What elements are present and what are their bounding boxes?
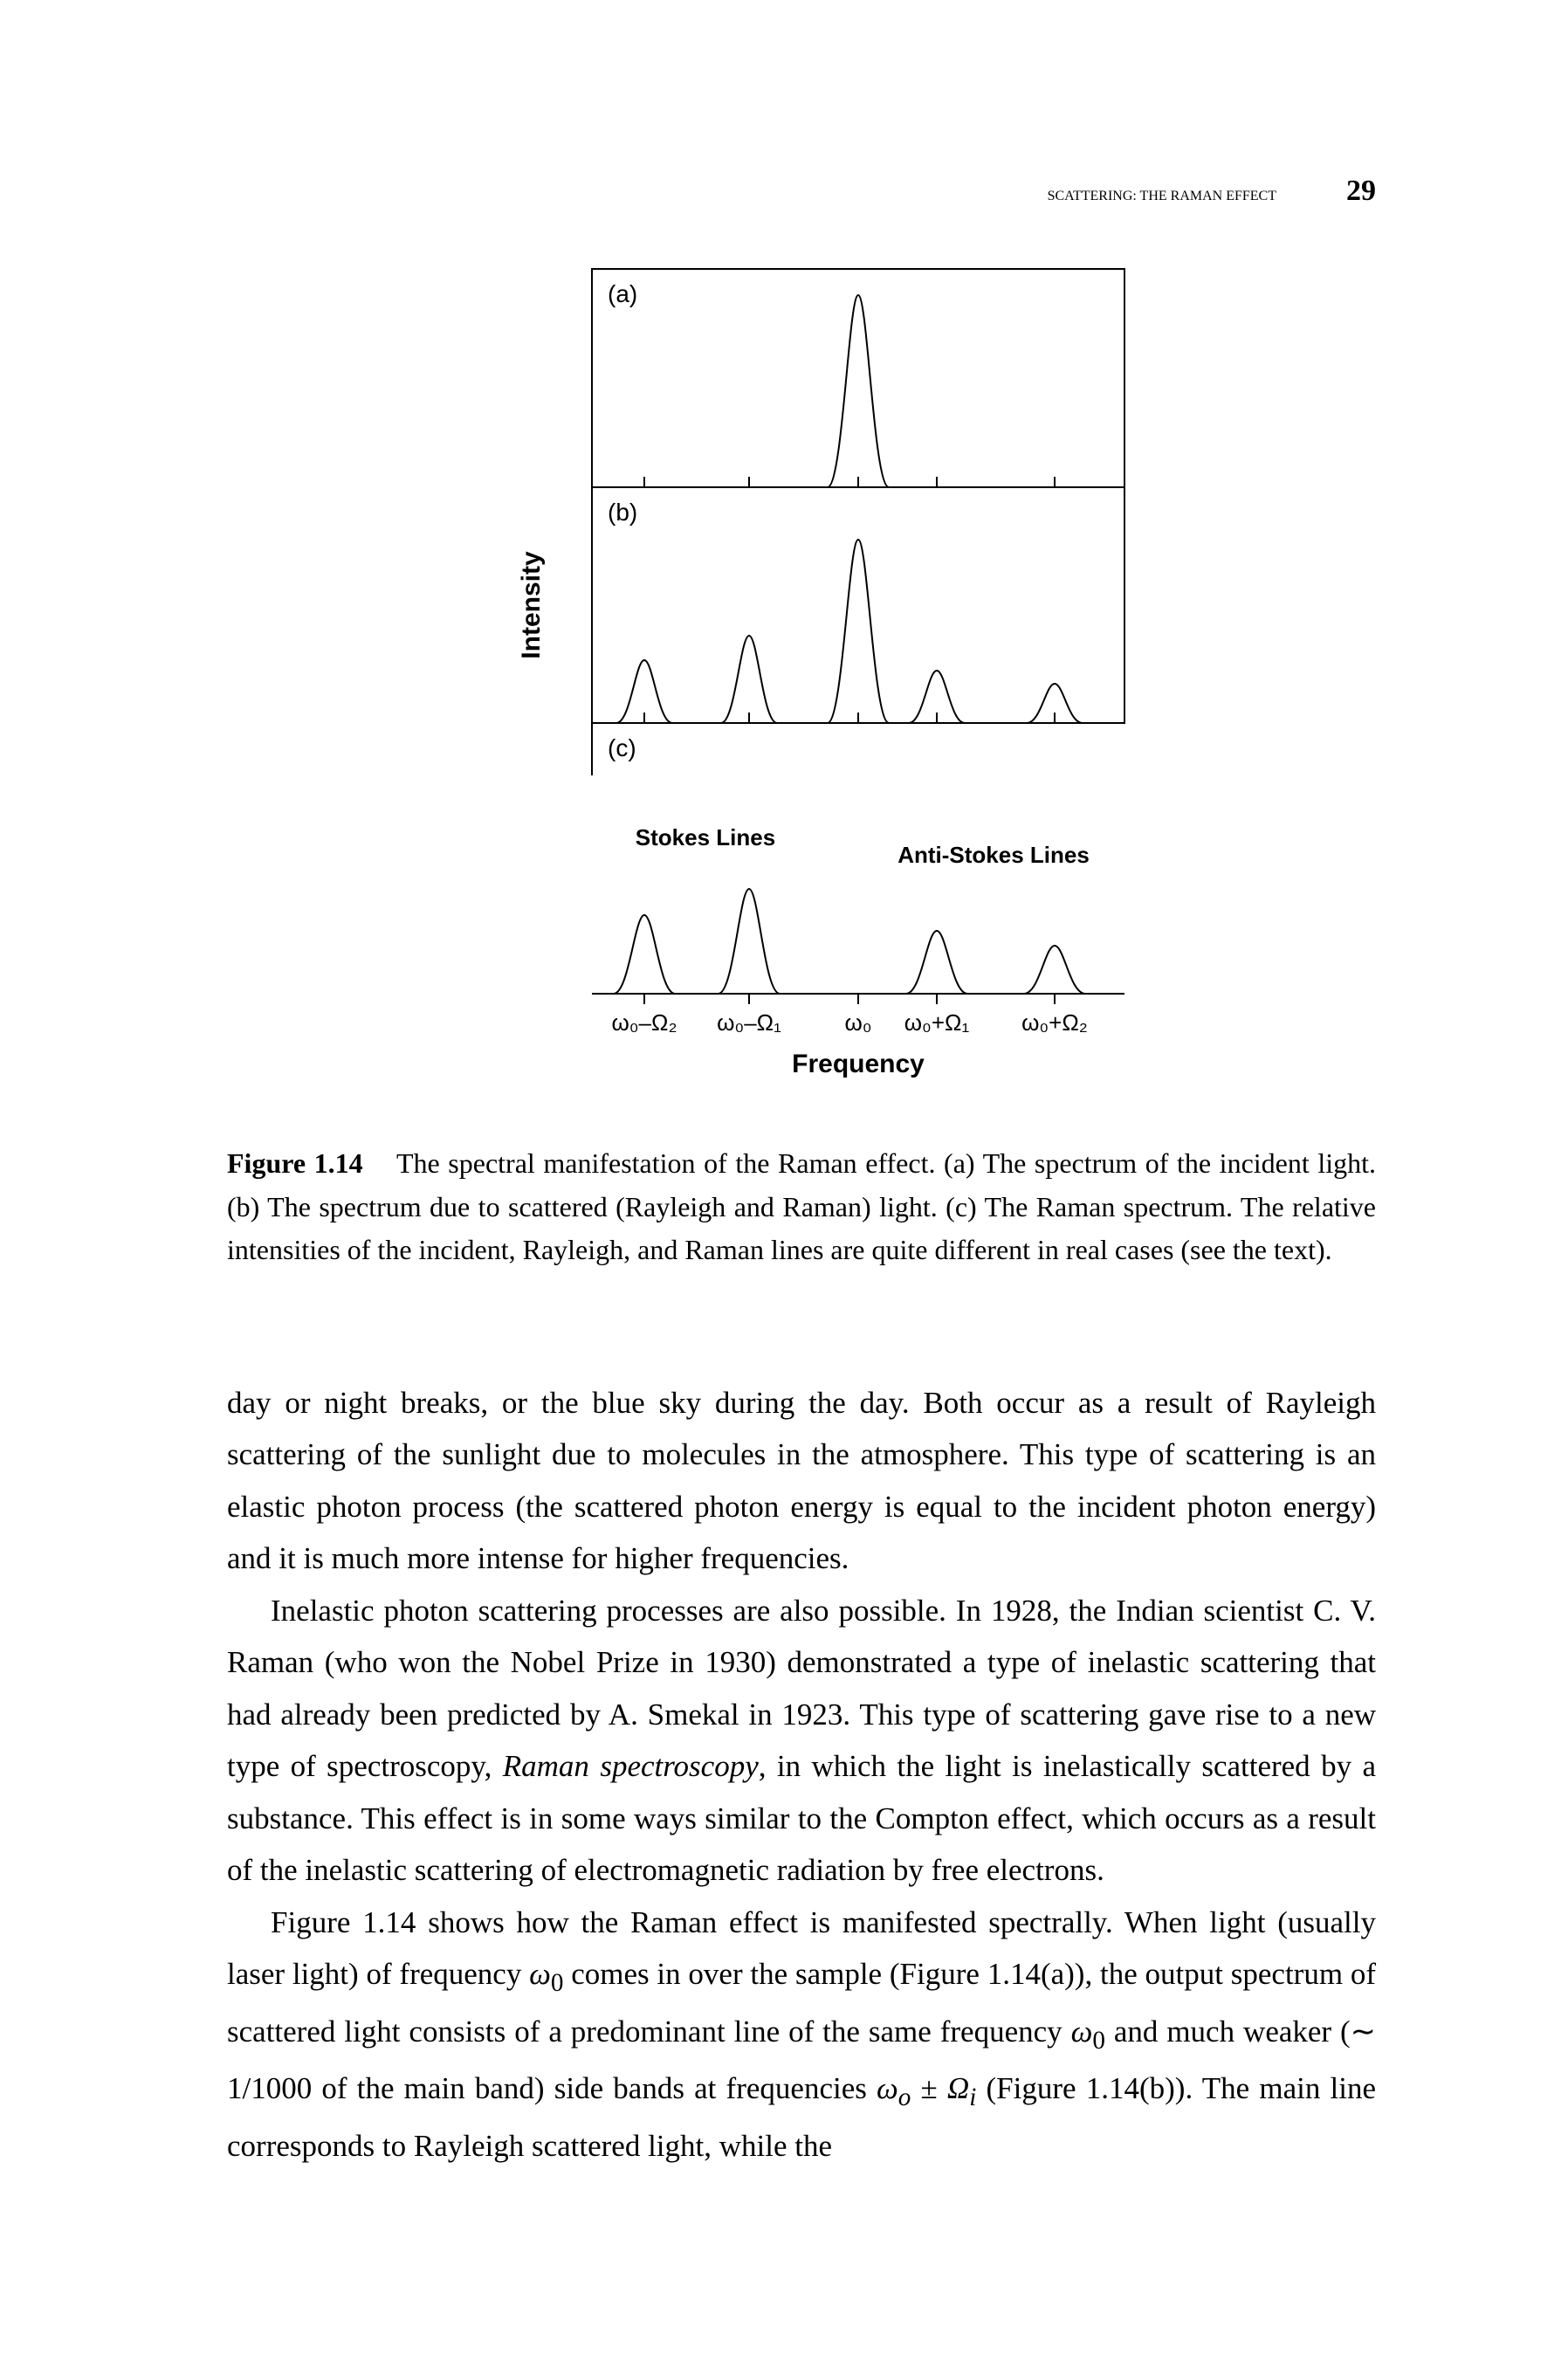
symbol-Omega: Ω	[947, 2071, 969, 2105]
symbol-omega: ω	[529, 1957, 551, 1991]
page-number: 29	[1346, 175, 1376, 208]
running-head: SCATTERING: THE RAMAN EFFECT	[1048, 189, 1276, 204]
svg-text:ω₀+Ω₂: ω₀+Ω₂	[1021, 1009, 1088, 1036]
figure-1-14: (a) (b) (c) Intensity Stokes Lines Anti-Stoke…	[227, 251, 1376, 1107]
body-text: day or night breaks, or the blue sky dur…	[227, 1377, 1376, 2173]
figure-label: Figure 1.14	[227, 1147, 363, 1179]
paragraph-2: Inelastic photon scattering processes ar…	[227, 1585, 1376, 1897]
svg-text:Intensity: Intensity	[517, 551, 546, 659]
caption-body: The spectral manifestation of the Raman …	[227, 1147, 1376, 1265]
svg-text:(a): (a)	[608, 280, 637, 307]
svg-text:Anti-Stokes Lines: Anti-Stokes Lines	[897, 842, 1090, 868]
symbol-omega: ω	[877, 2071, 898, 2105]
svg-text:Frequency: Frequency	[792, 1050, 925, 1078]
page: SCATTERING: THE RAMAN EFFECT 29 (a) (b) (c…	[0, 0, 1568, 2362]
svg-text:ω₀–Ω₁: ω₀–Ω₁	[717, 1009, 781, 1036]
text: day or night breaks, or the blue sky dur…	[227, 1386, 1266, 1420]
text: ±	[911, 2071, 947, 2105]
caption-text	[371, 1147, 396, 1179]
svg-text:(c): (c)	[608, 734, 636, 761]
svg-text:Stokes Lines: Stokes Lines	[636, 824, 775, 850]
svg-text:(b): (b)	[608, 499, 637, 526]
subscript: o	[898, 2083, 911, 2111]
subscript: 0	[1092, 2027, 1105, 2055]
raman-spectrum-figure: (a) (b) (c) Intensity Stokes Lines Anti-Stoke…	[461, 251, 1142, 1107]
svg-text:ω₀–Ω₂: ω₀–Ω₂	[611, 1009, 677, 1036]
page-header: SCATTERING: THE RAMAN EFFECT 29	[227, 175, 1376, 208]
text: of the sunlight due to molecules in the …	[227, 1437, 1376, 1575]
term-raman-spectroscopy: Raman spectroscopy	[503, 1749, 759, 1783]
paragraph-3: Figure 1.14 shows how the Raman effect i…	[227, 1897, 1376, 2173]
svg-text:ω₀+Ω₁: ω₀+Ω₁	[904, 1009, 970, 1036]
svg-text:ω₀: ω₀	[844, 1009, 871, 1036]
figure-caption: Figure 1.14 The spectral manifestation o…	[227, 1142, 1376, 1272]
symbol-omega: ω	[1071, 2014, 1093, 2049]
paragraph-1: day or night breaks, or the blue sky dur…	[227, 1377, 1376, 1585]
subscript: 0	[551, 1969, 564, 1997]
